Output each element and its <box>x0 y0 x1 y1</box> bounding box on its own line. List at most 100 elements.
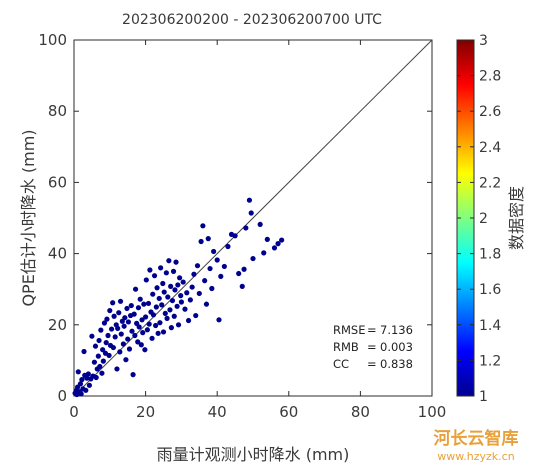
data-point <box>79 377 85 383</box>
data-point <box>123 357 129 363</box>
data-point <box>135 339 141 345</box>
data-point <box>106 352 112 359</box>
one-to-one-line <box>73 39 433 397</box>
data-point <box>182 306 188 312</box>
data-point <box>275 241 281 247</box>
colorbar-label: 数据密度 <box>507 186 526 250</box>
data-point <box>122 315 128 321</box>
data-point <box>120 341 127 347</box>
data-point <box>132 286 139 292</box>
x-tick-label: 40 <box>208 403 227 421</box>
colorbar-tick-label: 2.6 <box>479 104 501 120</box>
data-point <box>111 313 117 319</box>
watermark-url: www.hzyzk.cn <box>437 450 514 463</box>
data-point <box>101 320 108 326</box>
data-point <box>75 369 81 375</box>
data-point <box>246 197 253 203</box>
data-point <box>83 387 89 393</box>
data-point <box>129 328 135 334</box>
data-point <box>124 305 130 312</box>
data-point <box>200 223 206 229</box>
stat-value: 7.136 <box>380 323 413 337</box>
data-point <box>184 290 190 296</box>
data-point <box>132 332 138 339</box>
data-point <box>160 280 166 287</box>
data-point <box>110 300 116 306</box>
data-point <box>140 330 146 336</box>
data-point <box>175 322 182 328</box>
data-point <box>105 332 111 339</box>
data-point <box>85 371 91 377</box>
data-point <box>151 273 158 279</box>
y-axis-label: QPE估计小时降水 (mm) <box>19 129 38 306</box>
stat-value: 0.003 <box>380 340 413 354</box>
data-point <box>139 317 145 323</box>
data-point <box>264 236 270 242</box>
data-point <box>164 315 170 321</box>
data-point <box>126 346 133 352</box>
data-point <box>187 297 193 303</box>
x-tick-label: 60 <box>279 403 298 421</box>
colorbar-tick-label: 1.2 <box>479 353 501 369</box>
data-point <box>205 236 211 242</box>
colorbar-tick-label: 2.2 <box>479 175 501 191</box>
data-point <box>166 258 172 264</box>
data-point <box>107 307 113 314</box>
x-tick-label: 20 <box>136 403 155 421</box>
data-point <box>146 321 152 327</box>
stat-label: RMSE <box>333 323 365 337</box>
data-point <box>169 297 176 304</box>
data-point <box>103 340 109 346</box>
data-point <box>157 320 163 326</box>
data-point <box>236 270 242 277</box>
data-point <box>135 305 142 311</box>
data-point <box>232 233 238 239</box>
data-point <box>185 317 192 324</box>
colorbar-tick-label: 1 <box>479 389 488 405</box>
stat-equals: = <box>367 323 377 337</box>
data-point <box>248 210 254 216</box>
data-point <box>143 314 149 320</box>
data-point <box>145 300 152 307</box>
data-point <box>194 263 201 269</box>
data-point <box>239 283 245 289</box>
x-tick-label: 0 <box>69 403 79 421</box>
data-point <box>131 311 137 317</box>
watermark-text: 河长云智库 <box>434 428 519 449</box>
data-point <box>154 285 160 291</box>
data-point <box>100 358 106 364</box>
data-point <box>163 270 169 276</box>
data-point <box>156 295 162 302</box>
stat-label: CC <box>333 357 349 371</box>
data-point <box>147 267 153 273</box>
data-point <box>178 299 184 305</box>
data-point <box>95 353 101 359</box>
data-point <box>177 275 183 281</box>
data-point <box>203 301 210 307</box>
data-point <box>112 334 118 340</box>
data-point <box>193 312 199 319</box>
data-point <box>211 248 217 255</box>
data-point <box>243 225 249 231</box>
data-point <box>98 327 104 333</box>
colorbar-tick-label: 2.8 <box>479 69 501 85</box>
data-point <box>161 289 167 295</box>
stat-label: RMB <box>333 340 359 354</box>
data-point <box>153 304 159 310</box>
data-point <box>104 316 110 322</box>
stat-value: 0.838 <box>380 357 413 371</box>
stat-equals: = <box>367 340 377 354</box>
data-point <box>198 238 204 245</box>
data-point <box>168 283 174 289</box>
data-point <box>77 381 84 387</box>
data-point <box>171 313 177 319</box>
data-point <box>97 363 103 370</box>
y-tick-label: 100 <box>38 31 67 49</box>
data-point <box>81 348 87 355</box>
data-point <box>117 298 124 304</box>
data-point <box>153 322 159 329</box>
data-point <box>118 331 124 337</box>
data-point <box>99 370 105 376</box>
data-point <box>125 319 132 325</box>
